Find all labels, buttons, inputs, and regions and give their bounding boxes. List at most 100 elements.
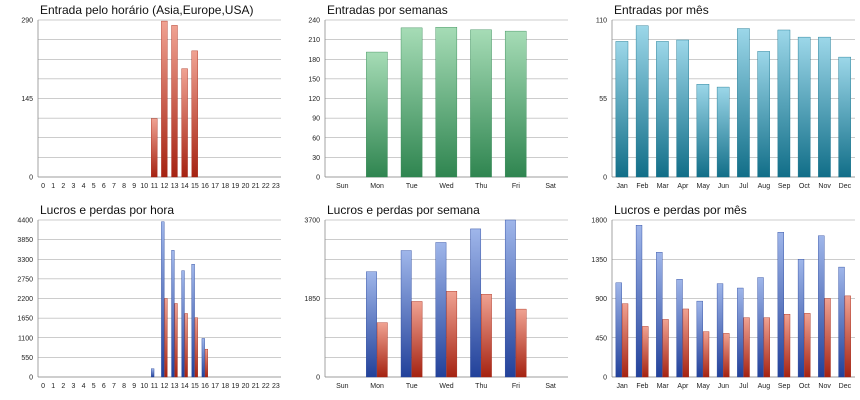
y-tick-label: 60 — [312, 135, 320, 142]
bar — [635, 25, 649, 178]
panel-weekly-entries: Entradas por semanas 0 30 60 90 120 150 180 210… — [287, 0, 574, 200]
x-tick-label: 6 — [102, 383, 106, 390]
chart-title: Entradas por mês — [614, 3, 709, 17]
y-tick-label: 145 — [21, 96, 33, 103]
y-tick-label: 0 — [29, 375, 33, 382]
bar — [743, 317, 750, 378]
y-tick-label: 120 — [308, 96, 320, 103]
x-tick-label: Jul — [739, 183, 748, 190]
bar — [797, 36, 811, 178]
x-tick-label: 22 — [262, 383, 270, 390]
x-tick-label: 2 — [61, 183, 65, 190]
x-tick-label: Apr — [677, 383, 689, 390]
x-tick-label: Tue — [406, 183, 418, 190]
x-tick-label: Thu — [475, 383, 487, 390]
y-tick-label: 0 — [316, 175, 320, 182]
bar — [777, 29, 791, 178]
bar — [818, 235, 825, 378]
bar — [737, 287, 744, 378]
x-tick-label: Jan — [616, 383, 627, 390]
panel-monthly-entries: Entradas por mês 0 55 110 Jan Feb Mar Apr May Ju… — [574, 0, 860, 200]
panel-hourly-profit-loss: Lucros e perdas por hora 0 550 1100 1650 220… — [0, 200, 287, 400]
bar — [783, 313, 791, 378]
x-tick-label: Jun — [718, 383, 729, 390]
x-tick-label: Dec — [839, 383, 852, 390]
bar — [164, 298, 168, 378]
bar — [716, 86, 730, 178]
bar — [204, 348, 209, 378]
x-tick-label: 21 — [252, 183, 260, 190]
x-tick-label: Sep — [778, 383, 791, 390]
x-tick-label: Aug — [758, 183, 771, 190]
x-tick-label: Oct — [799, 383, 810, 390]
x-tick-label: 15 — [191, 383, 199, 390]
x-tick-label: 11 — [151, 383, 158, 390]
bar — [656, 252, 663, 378]
y-tick-label: 30 — [312, 155, 320, 162]
bar — [504, 219, 516, 378]
bar — [777, 232, 784, 378]
bar — [194, 317, 198, 378]
bar — [838, 56, 851, 178]
chart-title: Lucros e perdas por mês — [614, 203, 747, 217]
bar — [376, 322, 388, 378]
x-tick-label: Jan — [616, 183, 627, 190]
bar — [191, 264, 195, 378]
y-tick-label: 55 — [599, 96, 607, 103]
bar — [615, 41, 629, 178]
x-tick-label: 0 — [41, 183, 45, 190]
x-tick-label: 15 — [191, 183, 199, 190]
x-tick-label: 13 — [171, 383, 179, 390]
x-tick-label: 8 — [122, 383, 126, 390]
x-tick-label: 4 — [82, 383, 86, 390]
x-tick-label: 14 — [181, 183, 189, 190]
bar — [435, 26, 458, 178]
y-tick-label: 210 — [308, 37, 320, 44]
x-tick-label: Tue — [406, 383, 418, 390]
y-tick-label: 290 — [21, 18, 33, 25]
y-tick-label: 180 — [308, 57, 320, 64]
y-tick-label: 2750 — [17, 276, 33, 283]
bar — [504, 30, 527, 178]
bar — [696, 300, 703, 378]
bar — [174, 303, 178, 378]
y-tick-label: 90 — [312, 116, 320, 123]
bar — [621, 303, 629, 378]
y-tick-label: 0 — [29, 175, 33, 182]
bar — [737, 28, 750, 178]
bar — [181, 68, 188, 178]
chart-title: Entradas por semanas — [327, 3, 448, 17]
x-tick-label: 18 — [221, 183, 229, 190]
bar — [824, 298, 831, 378]
x-tick-label: Mar — [657, 183, 670, 190]
bar — [838, 266, 845, 378]
y-tick-label: 900 — [595, 296, 607, 303]
x-tick-label: 14 — [181, 383, 189, 390]
panel-weekly-profit-loss: Lucros e perdas por semana 0 1850 3700 Sun M… — [287, 200, 574, 400]
bar — [481, 294, 492, 378]
x-tick-label: 12 — [161, 183, 169, 190]
y-tick-label: 450 — [595, 335, 607, 342]
bar — [201, 338, 205, 378]
x-tick-label: May — [697, 383, 711, 390]
bar — [184, 313, 188, 378]
bar — [515, 308, 527, 378]
bar — [676, 279, 683, 378]
x-tick-label: 22 — [262, 183, 270, 190]
chart-title: Entrada pelo horário (Asia,Europe,USA) — [40, 3, 254, 17]
x-tick-label: 1 — [51, 383, 55, 390]
bar — [757, 51, 770, 178]
bar — [682, 308, 689, 378]
bar — [797, 259, 805, 378]
x-tick-label: 7 — [112, 183, 116, 190]
x-tick-label: 5 — [92, 183, 96, 190]
y-tick-label: 3300 — [17, 257, 33, 264]
x-tick-label: 9 — [132, 183, 136, 190]
x-tick-label: 10 — [140, 383, 148, 390]
x-tick-label: Sun — [336, 383, 349, 390]
x-tick-label: 2 — [61, 383, 65, 390]
x-tick-label: 20 — [242, 183, 250, 190]
bar — [470, 29, 492, 178]
